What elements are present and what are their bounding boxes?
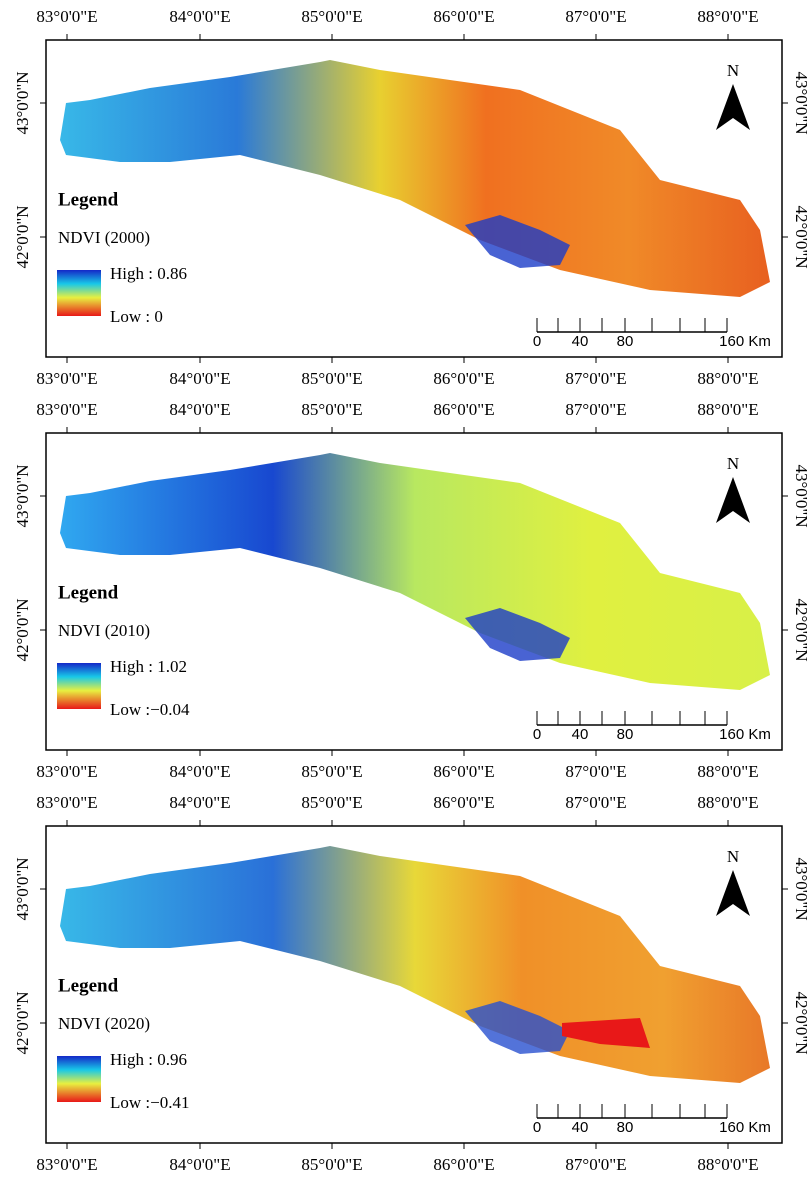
latitude-label: 43°0'0"N [13, 464, 32, 527]
latitude-label: 42°0'0"N [792, 205, 809, 268]
longitude-label: 83°0'0"E [36, 7, 97, 26]
scale-label: 80 [617, 333, 634, 350]
page: {"longitude_labels": ["83°0'0\"E", "84°0… [0, 0, 809, 1180]
scale-label: 0 [533, 726, 541, 743]
longitude-label: 86°0'0"E [433, 369, 494, 388]
longitude-label: 84°0'0"E [169, 1155, 230, 1174]
north-arrow [716, 870, 750, 916]
latitude-label: 43°0'0"N [792, 464, 809, 527]
longitude-label: 86°0'0"E [433, 1155, 494, 1174]
layer-name: NDVI (2020) [58, 1014, 150, 1033]
layer-name: NDVI (2010) [58, 621, 150, 640]
longitude-label: 85°0'0"E [301, 369, 362, 388]
scale-label: 80 [617, 726, 634, 743]
longitude-label: 86°0'0"E [433, 400, 494, 419]
longitude-label: 86°0'0"E [433, 762, 494, 781]
latitude-label: 42°0'0"N [792, 598, 809, 661]
longitude-label: 88°0'0"E [697, 1155, 758, 1174]
legend-low: Low :−0.04 [110, 700, 190, 719]
longitude-label: 88°0'0"E [697, 762, 758, 781]
scale-label: 40 [572, 333, 589, 350]
map-figure: 83°0'0"E 83°0'0"E 84°0'0"E 84°0'0"E 85°0'0"E… [0, 0, 809, 1180]
scale-label: 160 Km [719, 726, 771, 743]
map-panel: 83°0'0"E 83°0'0"E 84°0'0"E 84°0'0"E 85°0'0"E… [13, 400, 809, 781]
latitude-label: 43°0'0"N [13, 71, 32, 134]
longitude-label: 87°0'0"E [565, 400, 626, 419]
scale-label: 40 [572, 726, 589, 743]
scale-label: 160 Km [719, 333, 771, 350]
longitude-label: 87°0'0"E [565, 1155, 626, 1174]
longitude-label: 84°0'0"E [169, 762, 230, 781]
longitude-label: 88°0'0"E [697, 793, 758, 812]
map-panel: 83°0'0"E 83°0'0"E 84°0'0"E 84°0'0"E 85°0'0"E… [13, 7, 809, 388]
longitude-label: 84°0'0"E [169, 400, 230, 419]
latitude-label: 42°0'0"N [13, 991, 32, 1054]
color-ramp [57, 1056, 101, 1102]
longitude-label: 86°0'0"E [433, 793, 494, 812]
north-label: N [727, 454, 739, 473]
longitude-label: 87°0'0"E [565, 369, 626, 388]
layer-name: NDVI (2000) [58, 228, 150, 247]
longitude-label: 87°0'0"E [565, 762, 626, 781]
longitude-label: 85°0'0"E [301, 1155, 362, 1174]
legend-high: High : 1.02 [110, 657, 187, 676]
latitude-label: 43°0'0"N [13, 857, 32, 920]
map-panel: 83°0'0"E 83°0'0"E 84°0'0"E 84°0'0"E 85°0'0"E… [13, 793, 809, 1174]
longitude-label: 83°0'0"E [36, 762, 97, 781]
legend-title: Legend [58, 189, 119, 210]
longitude-label: 87°0'0"E [565, 793, 626, 812]
latitude-label: 42°0'0"N [13, 598, 32, 661]
scale-label: 0 [533, 333, 541, 350]
longitude-label: 83°0'0"E [36, 400, 97, 419]
latitude-label: 42°0'0"N [13, 205, 32, 268]
latitude-label: 43°0'0"N [792, 857, 809, 920]
scale-label: 80 [617, 1119, 634, 1136]
longitude-label: 84°0'0"E [169, 369, 230, 388]
north-label: N [727, 61, 739, 80]
ndvi-raster [60, 453, 770, 690]
longitude-label: 86°0'0"E [433, 7, 494, 26]
north-label: N [727, 847, 739, 866]
longitude-label: 85°0'0"E [301, 7, 362, 26]
scale-label: 40 [572, 1119, 589, 1136]
legend-low: Low : 0 [110, 307, 163, 326]
longitude-label: 85°0'0"E [301, 762, 362, 781]
north-arrow [716, 477, 750, 523]
legend-title: Legend [58, 582, 119, 603]
north-arrow [716, 84, 750, 130]
legend-high: High : 0.96 [110, 1050, 187, 1069]
longitude-label: 85°0'0"E [301, 400, 362, 419]
longitude-label: 83°0'0"E [36, 793, 97, 812]
ndvi-raster [60, 60, 770, 297]
latitude-label: 42°0'0"N [792, 991, 809, 1054]
color-ramp [57, 270, 101, 316]
longitude-label: 83°0'0"E [36, 369, 97, 388]
legend-high: High : 0.86 [110, 264, 187, 283]
longitude-label: 84°0'0"E [169, 793, 230, 812]
longitude-label: 88°0'0"E [697, 400, 758, 419]
longitude-label: 84°0'0"E [169, 7, 230, 26]
scale-label: 160 Km [719, 1119, 771, 1136]
longitude-label: 88°0'0"E [697, 7, 758, 26]
longitude-label: 83°0'0"E [36, 1155, 97, 1174]
scale-label: 0 [533, 1119, 541, 1136]
legend-low: Low :−0.41 [110, 1093, 189, 1112]
color-ramp [57, 663, 101, 709]
longitude-label: 87°0'0"E [565, 7, 626, 26]
latitude-label: 43°0'0"N [792, 71, 809, 134]
longitude-label: 85°0'0"E [301, 793, 362, 812]
ndvi-raster [60, 846, 770, 1083]
longitude-label: 88°0'0"E [697, 369, 758, 388]
legend-title: Legend [58, 975, 119, 996]
